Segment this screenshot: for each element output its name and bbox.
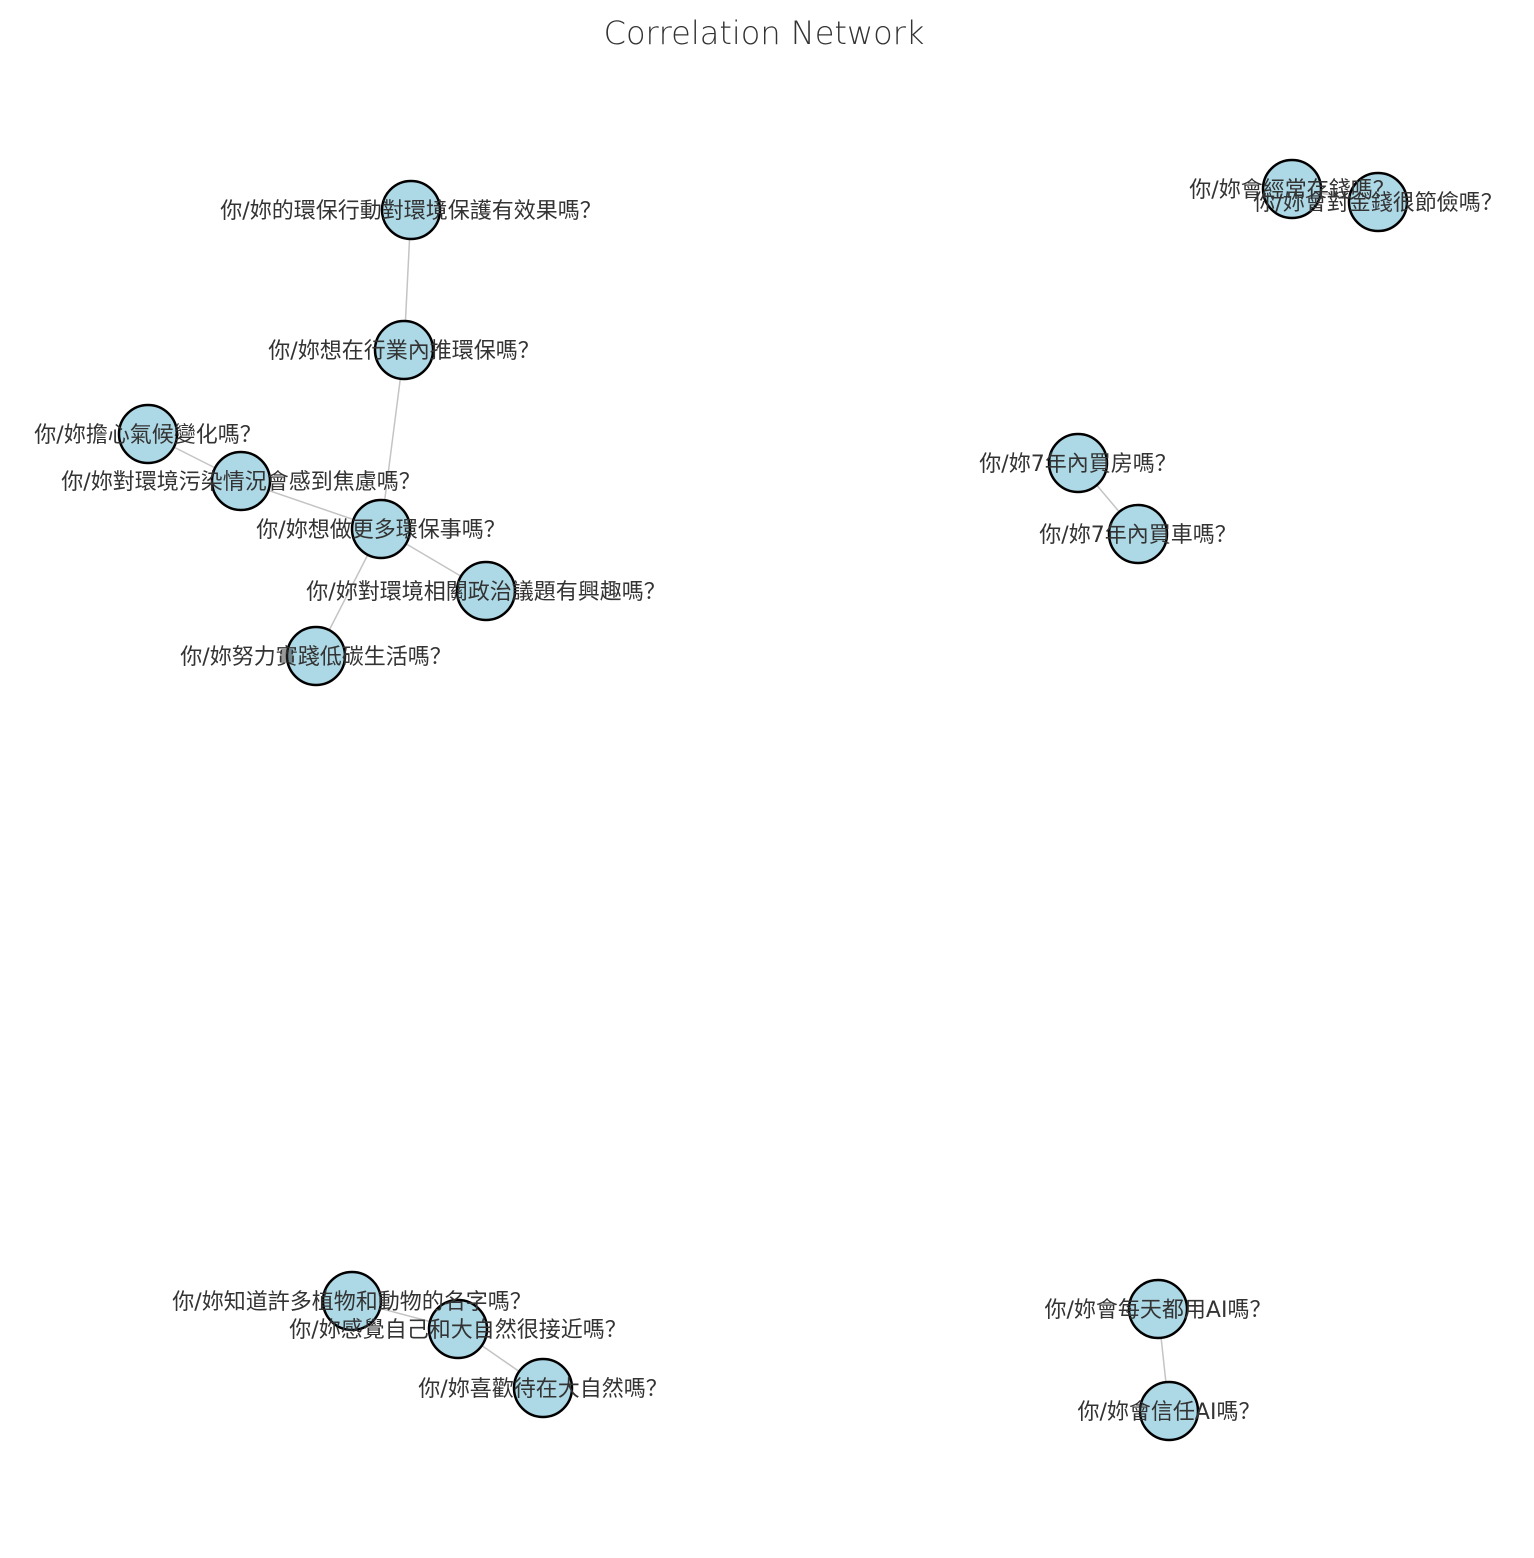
- node-n11[interactable]: [1107, 503, 1169, 565]
- node-n16[interactable]: [1138, 1380, 1200, 1442]
- node-label-n5: 你/妳想做更多環保事嗎？: [256, 518, 505, 543]
- node-label-n9: 你/妳會對金錢很節儉嗎？: [1253, 191, 1502, 216]
- node-label-n15: 你/妳會每天都用AI嗎？: [1045, 1298, 1272, 1323]
- nodes-layer: [117, 158, 1409, 1442]
- node-label-n11: 你/妳7年內買車嗎？: [1039, 523, 1236, 548]
- node-label-n12: 你/妳知道許多植物和動物的名字嗎？: [172, 1290, 531, 1315]
- node-n2[interactable]: [373, 319, 435, 381]
- node-label-n10: 你/妳7年內買房嗎？: [979, 452, 1176, 477]
- node-n14[interactable]: [512, 1357, 574, 1419]
- node-n5[interactable]: [350, 498, 412, 560]
- edges-layer: [147, 188, 1379, 1412]
- node-label-n14: 你/妳喜歡待在大自然嗎？: [418, 1377, 667, 1402]
- node-label-n4: 你/妳對環境污染情況會感到焦慮嗎？: [61, 470, 420, 495]
- labels-layer: 你/妳的環保行動對環境保護有效果嗎？ 你/妳想在行業內推環保嗎？ 你/妳擔心氣候變化…: [34, 178, 1502, 1425]
- node-n12[interactable]: [321, 1270, 383, 1332]
- diagram-title: Correlation Network: [604, 14, 925, 52]
- node-n7[interactable]: [285, 625, 347, 687]
- node-n3[interactable]: [117, 403, 179, 465]
- node-n6[interactable]: [455, 560, 517, 622]
- node-n15[interactable]: [1127, 1278, 1189, 1340]
- node-label-n6: 你/妳對環境相關政治議題有興趣嗎？: [306, 580, 665, 605]
- node-n1[interactable]: [380, 179, 442, 241]
- node-label-n7: 你/妳努力實踐低碳生活嗎？: [180, 645, 451, 670]
- node-n8[interactable]: [1261, 158, 1323, 220]
- node-label-n1: 你/妳的環保行動對環境保護有效果嗎？: [220, 199, 601, 224]
- node-n13[interactable]: [427, 1298, 489, 1360]
- node-label-n13: 你/妳感覺自己和大自然很接近嗎？: [289, 1318, 626, 1343]
- node-n9[interactable]: [1347, 171, 1409, 233]
- node-label-n3: 你/妳擔心氣候變化嗎？: [34, 423, 261, 448]
- node-label-n8: 你/妳會經常存錢嗎？: [1189, 178, 1394, 203]
- node-label-n2: 你/妳想在行業內推環保嗎？: [268, 339, 539, 364]
- node-label-n16: 你/妳會信任AI嗎？: [1078, 1400, 1261, 1425]
- node-n4[interactable]: [210, 450, 272, 512]
- node-n10[interactable]: [1047, 432, 1109, 494]
